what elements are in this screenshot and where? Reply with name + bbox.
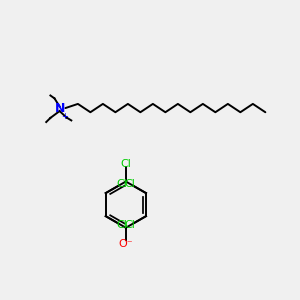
Text: +: +: [61, 112, 68, 121]
Text: Cl: Cl: [116, 179, 127, 189]
Text: Cl: Cl: [120, 158, 131, 169]
Text: Cl: Cl: [125, 220, 136, 230]
Text: N: N: [54, 102, 65, 115]
Text: Cl: Cl: [125, 179, 136, 189]
Text: Cl: Cl: [116, 220, 127, 230]
Text: O⁻: O⁻: [118, 239, 133, 249]
